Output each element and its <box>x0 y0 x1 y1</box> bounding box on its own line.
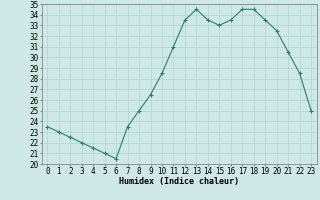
X-axis label: Humidex (Indice chaleur): Humidex (Indice chaleur) <box>119 177 239 186</box>
